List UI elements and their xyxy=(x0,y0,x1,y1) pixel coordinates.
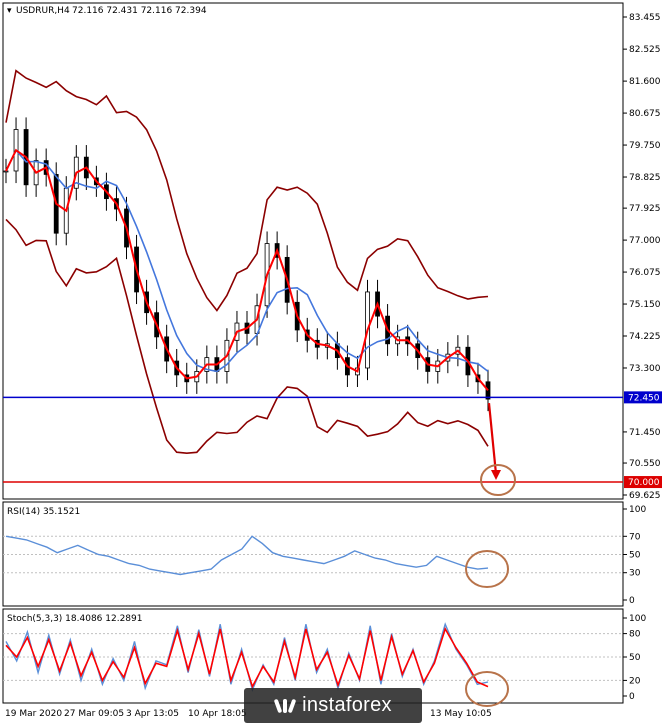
stoch-tick-label: 50 xyxy=(629,653,641,663)
fast-ma-line xyxy=(5,148,489,392)
stoch-title: Stoch(5,3,3) 18.4086 12.2891 xyxy=(7,614,142,624)
rsi-line xyxy=(5,535,489,576)
stoch-tick-label: 100 xyxy=(629,614,646,624)
price-tick-label: 78.825 xyxy=(629,173,661,183)
red-level-badge xyxy=(624,476,662,489)
price-tick-label: 83.455 xyxy=(629,13,661,23)
blue-level-badge xyxy=(624,391,662,404)
price-tick-label: 74.225 xyxy=(629,332,661,342)
rsi-tick-label: 70 xyxy=(629,532,641,542)
stoch-plot xyxy=(3,622,623,707)
price-tick-label: 77.925 xyxy=(629,204,661,214)
symbol-label: USDRUR,H4 xyxy=(16,6,70,16)
forecast-arrow-shaft xyxy=(487,402,498,475)
rsi-title: RSI(14) 35.1521 xyxy=(7,507,80,517)
instaforex-logo-icon xyxy=(273,695,297,717)
price-tick-label: 69.625 xyxy=(629,491,661,501)
stoch-circle-annotation xyxy=(465,671,509,707)
forecast-arrow-head xyxy=(491,470,501,481)
price-tick-label: 73.300 xyxy=(629,364,661,374)
rsi-tick-label: 50 xyxy=(629,551,641,561)
price-tick-label: 77.000 xyxy=(629,236,661,246)
price-tick-label: 75.150 xyxy=(629,300,661,310)
watermark-text: instaforex xyxy=(302,694,392,716)
time-label-2: 27 Mar 09:05 xyxy=(64,709,124,719)
target-circle-annotation xyxy=(480,464,516,497)
time-label-4: 10 Apr 18:05 xyxy=(188,709,247,719)
price-tick-label: 70.550 xyxy=(629,459,661,469)
blue-level-label: 72.450 xyxy=(628,393,660,403)
rsi-tick-label: 30 xyxy=(629,569,641,579)
rsi-tick-label: 100 xyxy=(629,505,646,515)
price-tick-label: 79.750 xyxy=(629,141,661,151)
rsi-tick-label: 0 xyxy=(629,596,635,606)
candle-body xyxy=(3,170,9,173)
main-plot xyxy=(3,69,623,497)
time-label-5: 13 May 10:05 xyxy=(430,709,492,719)
time-label-3: 3 Apr 13:05 xyxy=(126,709,179,719)
collapse-triangle-icon[interactable]: ▾ xyxy=(7,6,12,16)
instaforex-watermark: instaforex xyxy=(244,688,422,723)
price-tick-label: 82.525 xyxy=(629,45,661,55)
price-tick-label: 76.075 xyxy=(629,268,661,278)
rsi-circle-annotation xyxy=(465,550,509,588)
ohlc-label: 72.116 72.431 72.116 72.394 xyxy=(72,6,207,16)
price-tick-label: 71.450 xyxy=(629,428,661,438)
candle-body xyxy=(485,381,491,400)
time-label-1: 19 Mar 2020 xyxy=(5,709,62,719)
bollinger-lower-line xyxy=(5,218,489,455)
stoch-tick-label: 0 xyxy=(629,692,635,702)
price-tick-label: 80.675 xyxy=(629,109,661,119)
main-panel xyxy=(2,2,624,500)
slow-ma-line xyxy=(5,148,489,373)
rsi-plot xyxy=(3,535,623,588)
stoch-tick-label: 20 xyxy=(629,676,641,686)
price-tick-label: 81.600 xyxy=(629,77,661,87)
stoch-tick-label: 80 xyxy=(629,630,641,640)
price-axis: 83.455 82.525 81.600 80.675 79.750 78.825 77.9… xyxy=(623,13,662,702)
stoch-signal-line xyxy=(5,626,489,689)
red-level-label: 70.000 xyxy=(628,478,660,488)
bollinger-upper-line xyxy=(5,69,489,312)
